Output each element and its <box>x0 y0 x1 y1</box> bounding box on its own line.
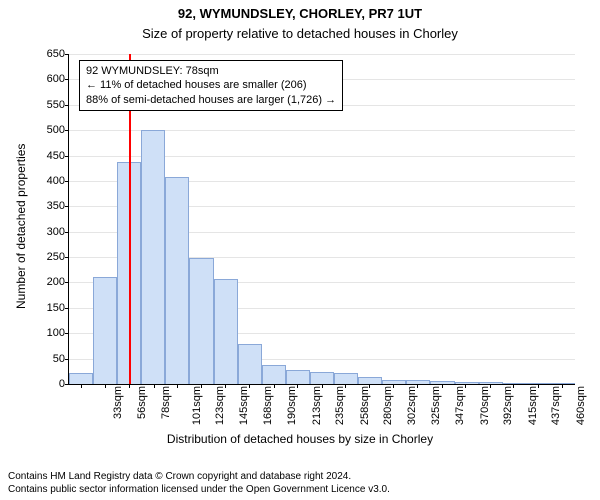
xtick-label: 258sqm <box>359 386 371 425</box>
xtick-label: 235sqm <box>334 386 346 425</box>
ytick-label: 250 <box>47 251 69 263</box>
xtick-mark <box>105 384 106 388</box>
histogram-bar <box>189 258 213 384</box>
xtick-label: 168sqm <box>262 386 274 425</box>
xtick-mark <box>249 384 250 388</box>
histogram-bar <box>93 277 117 384</box>
xtick-label: 460sqm <box>575 386 587 425</box>
xtick-label: 392sqm <box>502 386 514 425</box>
xtick-mark <box>154 384 155 388</box>
plot-area: 0501001502002503003504004505005506006503… <box>68 54 575 385</box>
xtick-label: 101sqm <box>191 386 203 425</box>
histogram-bar <box>141 130 165 384</box>
page-subtitle: Size of property relative to detached ho… <box>0 26 600 41</box>
xtick-label: 33sqm <box>112 386 124 419</box>
histogram-bar <box>358 377 382 384</box>
gridline <box>69 54 575 55</box>
histogram-bar <box>310 372 334 384</box>
ytick-label: 300 <box>47 226 69 238</box>
xtick-mark <box>393 384 394 388</box>
xtick-mark <box>417 384 418 388</box>
xtick-mark <box>465 384 466 388</box>
histogram-bar <box>165 177 189 384</box>
xtick-mark <box>513 384 514 388</box>
xtick-mark <box>129 384 130 388</box>
histogram-bar <box>455 382 479 384</box>
ytick-label: 350 <box>47 200 69 212</box>
ytick-label: 450 <box>47 150 69 162</box>
xtick-mark <box>442 384 443 388</box>
xtick-mark <box>274 384 275 388</box>
xtick-mark <box>297 384 298 388</box>
xtick-label: 190sqm <box>286 386 298 425</box>
xtick-mark <box>369 384 370 388</box>
histogram-bar <box>551 383 575 384</box>
histogram-bar <box>69 373 93 384</box>
xtick-label: 280sqm <box>382 386 394 425</box>
xtick-label: 78sqm <box>160 386 172 419</box>
xtick-label: 123sqm <box>214 386 226 425</box>
footer: Contains HM Land Registry data © Crown c… <box>8 471 390 496</box>
ytick-label: 550 <box>47 99 69 111</box>
xtick-label: 302sqm <box>406 386 418 425</box>
annotation-line-3: 88% of semi-detached houses are larger (… <box>86 93 336 107</box>
xtick-mark <box>201 384 202 388</box>
annotation-line-2: ← 11% of detached houses are smaller (20… <box>86 78 336 92</box>
page-title: 92, WYMUNDSLEY, CHORLEY, PR7 1UT <box>0 6 600 21</box>
xtick-label: 56sqm <box>136 386 148 419</box>
xtick-label: 145sqm <box>238 386 250 425</box>
ytick-label: 100 <box>47 327 69 339</box>
histogram-bar <box>286 370 310 384</box>
xtick-mark <box>322 384 323 388</box>
annotation-line-1: 92 WYMUNDSLEY: 78sqm <box>86 64 336 78</box>
xtick-mark <box>490 384 491 388</box>
ytick-label: 150 <box>47 302 69 314</box>
histogram-bar <box>262 365 286 384</box>
xtick-mark <box>81 384 82 388</box>
xtick-label: 325sqm <box>431 386 443 425</box>
xtick-label: 370sqm <box>479 386 491 425</box>
xtick-mark <box>225 384 226 388</box>
ytick-label: 200 <box>47 276 69 288</box>
histogram-bar <box>334 373 358 384</box>
histogram-bar <box>214 279 238 384</box>
y-axis-label: Number of detached properties <box>14 144 28 309</box>
x-axis-label: Distribution of detached houses by size … <box>0 432 600 446</box>
xtick-label: 415sqm <box>527 386 539 425</box>
xtick-mark <box>538 384 539 388</box>
xtick-mark <box>177 384 178 388</box>
histogram-bar <box>503 383 527 384</box>
ytick-label: 500 <box>47 124 69 136</box>
xtick-label: 213sqm <box>311 386 323 425</box>
ytick-label: 0 <box>59 378 69 390</box>
xtick-label: 347sqm <box>454 386 466 425</box>
ytick-label: 400 <box>47 175 69 187</box>
annotation-box: 92 WYMUNDSLEY: 78sqm ← 11% of detached h… <box>79 60 343 111</box>
histogram-bar <box>238 344 262 384</box>
xtick-mark <box>345 384 346 388</box>
histogram-bar <box>406 380 430 384</box>
ytick-label: 650 <box>47 48 69 60</box>
footer-line-1: Contains HM Land Registry data © Crown c… <box>8 471 390 484</box>
ytick-label: 600 <box>47 73 69 85</box>
xtick-mark <box>562 384 563 388</box>
chart-container: 92, WYMUNDSLEY, CHORLEY, PR7 1UT Size of… <box>0 0 600 500</box>
footer-line-2: Contains public sector information licen… <box>8 484 390 497</box>
ytick-label: 50 <box>53 353 69 365</box>
xtick-label: 437sqm <box>551 386 563 425</box>
